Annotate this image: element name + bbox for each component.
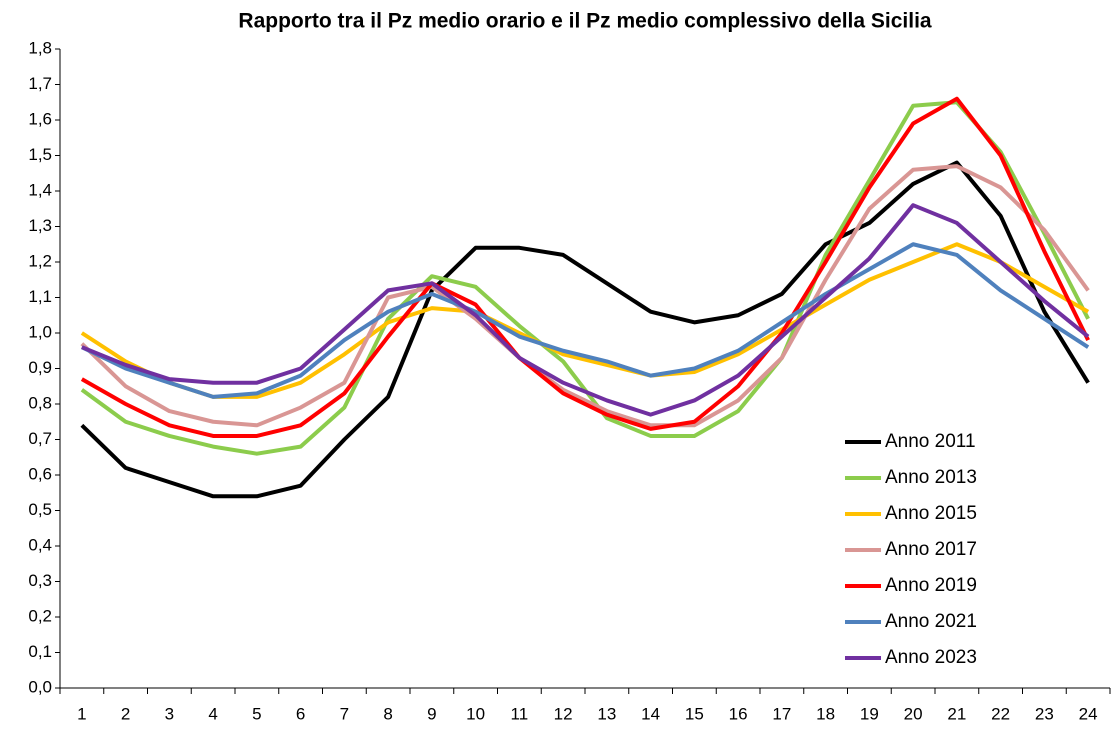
x-tick-label: 5 <box>252 704 261 723</box>
y-tick-label: 0,5 <box>28 500 52 519</box>
y-tick-label: 0,6 <box>28 464 52 483</box>
x-tick-label: 17 <box>772 704 791 723</box>
legend-label: Anno 2017 <box>885 539 977 560</box>
x-tick-label: 4 <box>208 704 217 723</box>
x-tick-label: 22 <box>991 704 1010 723</box>
x-tick-label: 19 <box>860 704 879 723</box>
y-tick-label: 0,0 <box>28 677 52 696</box>
x-tick-label: 11 <box>511 704 529 723</box>
y-tick-label: 1,8 <box>28 38 52 57</box>
series-line <box>81 203 1090 417</box>
x-tick-label: 16 <box>729 704 748 723</box>
legend-label: Anno 2013 <box>885 467 977 488</box>
y-tick-label: 1,3 <box>28 216 52 235</box>
series-line <box>80 96 1090 438</box>
x-tick-label: 2 <box>121 704 130 723</box>
x-tick-label: 20 <box>904 704 923 723</box>
y-tick-label: 0,9 <box>28 358 52 377</box>
y-tick-label: 1,6 <box>28 109 52 128</box>
y-tick-label: 1,5 <box>28 145 52 164</box>
y-tick-label: 0,2 <box>28 606 52 625</box>
y-tick-label: 0,7 <box>28 429 52 448</box>
series-line <box>80 242 1090 399</box>
y-tick-label: 1,1 <box>28 287 52 306</box>
chart-title: Rapporto tra il Pz medio orario e il Pz … <box>238 10 932 33</box>
x-tick-label: 23 <box>1035 704 1054 723</box>
legend-label: Anno 2011 <box>885 431 976 452</box>
x-tick-label: 6 <box>296 704 305 723</box>
x-tick-label: 8 <box>383 704 392 723</box>
legend-label: Anno 2023 <box>885 647 977 668</box>
y-tick-label: 0,8 <box>28 393 52 412</box>
x-tick-label: 18 <box>816 704 835 723</box>
legend-label: Anno 2019 <box>885 575 977 596</box>
y-tick-label: 1,2 <box>28 251 52 270</box>
x-tick-label: 21 <box>947 704 966 723</box>
x-tick-label: 3 <box>165 704 174 723</box>
x-tick-label: 9 <box>427 704 436 723</box>
x-tick-label: 7 <box>340 704 349 723</box>
series-line <box>80 242 1090 399</box>
y-tick-label: 0,3 <box>28 571 52 590</box>
series-line <box>80 160 1090 499</box>
x-tick-label: 10 <box>466 704 485 723</box>
x-tick-label: 1 <box>77 704 86 723</box>
y-tick-label: 1,7 <box>28 74 52 93</box>
series-line <box>80 164 1090 428</box>
x-tick-label: 13 <box>597 704 616 723</box>
y-tick-label: 1,4 <box>28 180 52 199</box>
x-tick-label: 12 <box>554 704 573 723</box>
y-tick-label: 1,0 <box>28 322 52 341</box>
y-tick-label: 0,4 <box>28 535 52 554</box>
x-tick-label: 14 <box>641 704 660 723</box>
y-tick-label: 0,1 <box>28 642 52 661</box>
legend-label: Anno 2015 <box>885 503 977 524</box>
x-tick-label: 15 <box>685 704 704 723</box>
legend-label: Anno 2021 <box>885 611 977 632</box>
x-tick-label: 24 <box>1079 704 1098 723</box>
